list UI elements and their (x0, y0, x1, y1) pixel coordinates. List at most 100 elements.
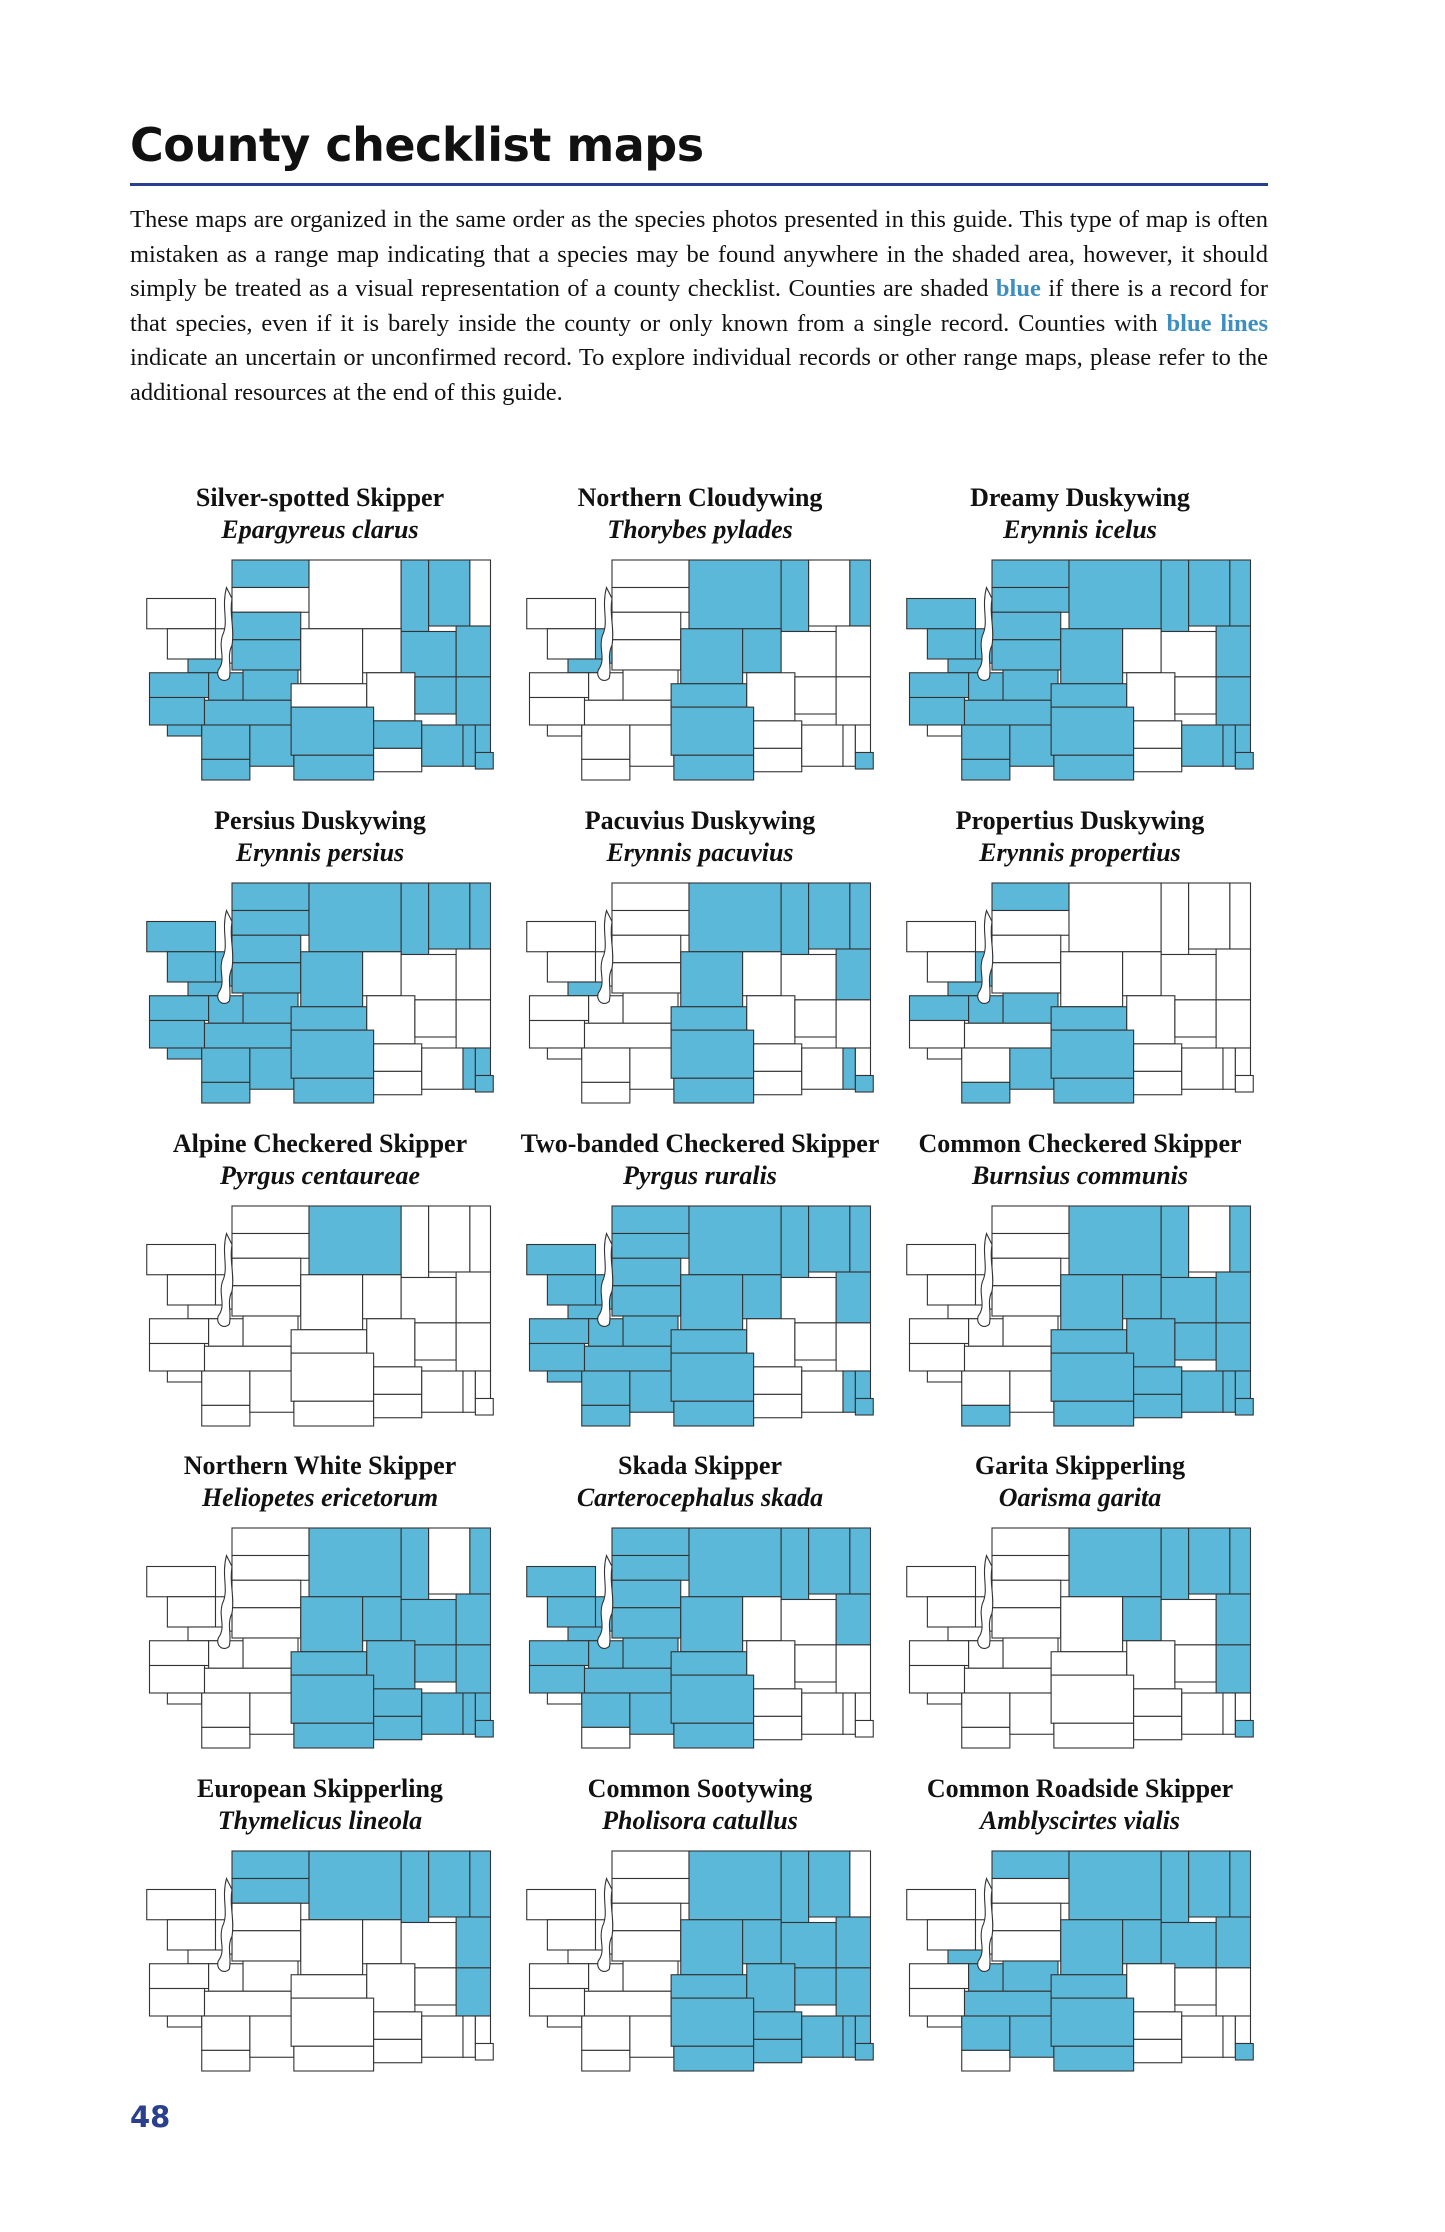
county (400, 953, 457, 1001)
county-shaded (1068, 1527, 1162, 1598)
county-shaded (249, 1047, 295, 1090)
county-shaded (1215, 625, 1252, 678)
common-name: Persius Duskywing (214, 806, 426, 835)
county (849, 1850, 872, 1918)
county (421, 1370, 464, 1413)
county (201, 1404, 251, 1427)
county (231, 1579, 302, 1609)
county-shaded (567, 658, 603, 674)
county-shaded (963, 699, 1052, 726)
county-shaded (670, 1674, 755, 1724)
county-shaded (854, 1370, 872, 1400)
county (362, 951, 402, 997)
scientific-name: Thorybes pylades (607, 515, 793, 544)
county-shaded (400, 1598, 457, 1646)
county-shaded (961, 758, 1011, 781)
county-shaded (187, 981, 223, 997)
county-shaded (611, 1607, 682, 1639)
county (961, 1370, 1011, 1406)
county (166, 628, 217, 660)
county-shaded (462, 1047, 476, 1090)
county-shaded (148, 995, 210, 1022)
county-shaded (1133, 1366, 1183, 1395)
county (963, 1022, 1052, 1049)
county-shaded (670, 1651, 748, 1676)
county (231, 586, 310, 613)
county-shaded (688, 1850, 782, 1921)
county (462, 2015, 476, 2058)
blue-lines-keyword: blue lines (1166, 309, 1268, 337)
county (1188, 1205, 1231, 1273)
county (611, 1930, 682, 1962)
county (794, 1322, 837, 1361)
county-shaded (526, 1565, 597, 1598)
county-shaded (688, 1205, 782, 1276)
county (753, 747, 803, 773)
county (166, 1274, 217, 1306)
county-shaded (849, 1205, 872, 1273)
county-map (146, 1527, 494, 1749)
county (611, 611, 682, 641)
county-shaded (1222, 1370, 1236, 1413)
common-name: Northern Cloudywing (577, 483, 823, 512)
county-shaded (231, 611, 302, 641)
county-shaded (249, 724, 295, 767)
county (428, 1205, 471, 1273)
county-shaded (1234, 1719, 1254, 1738)
county-shaded (991, 639, 1062, 671)
county-shaded (308, 1205, 402, 1276)
county-shaded (670, 1974, 748, 1999)
county (1002, 1315, 1059, 1347)
county-shaded (455, 1916, 492, 1969)
county-shaded (567, 981, 603, 997)
county (926, 1047, 963, 1060)
county (854, 724, 872, 754)
county (908, 1019, 966, 1049)
county (290, 1352, 375, 1402)
county-shaded (611, 1285, 682, 1317)
common-name: Two-banded Checkered Skipper (520, 1129, 880, 1158)
county-shaded (1229, 559, 1252, 627)
county-shaded (1009, 1047, 1055, 1090)
county-shaded (1215, 1593, 1252, 1646)
county-shaded (670, 1997, 755, 2047)
county (428, 1527, 471, 1595)
county (231, 1930, 302, 1962)
county (546, 2015, 583, 2028)
county-shaded (400, 630, 457, 678)
common-name: Dreamy Duskywing (970, 483, 1190, 512)
county-shaded (455, 1644, 492, 1694)
county-shaded (462, 1692, 476, 1735)
county-shaded (1002, 992, 1059, 1024)
county (1133, 1043, 1183, 1072)
county (753, 1393, 803, 1419)
county-shaded (1050, 706, 1135, 756)
county-shaded (673, 754, 755, 781)
county (528, 1019, 586, 1049)
county-shaded (780, 882, 810, 956)
county (455, 1322, 492, 1372)
county-shaded (1050, 1029, 1135, 1079)
county (611, 1877, 690, 1904)
county-shaded (1160, 1527, 1190, 1601)
county (293, 2045, 375, 2072)
county (300, 628, 364, 685)
county (611, 882, 690, 912)
county (201, 2049, 251, 2072)
county (1133, 1070, 1183, 1096)
county-shaded (1060, 1274, 1124, 1331)
county-shaded (526, 1243, 597, 1276)
county (231, 1902, 302, 1932)
county (1215, 999, 1252, 1049)
county (629, 724, 675, 767)
county-shaded (308, 1850, 402, 1921)
blue-keyword: blue (995, 275, 1041, 303)
county-shaded (611, 1232, 690, 1259)
county (1009, 1370, 1055, 1413)
scientific-name: Erynnis persius (235, 838, 405, 867)
county-shaded (753, 2011, 803, 2040)
county-map (906, 882, 1254, 1104)
county (469, 1205, 492, 1273)
county-shaded (808, 882, 851, 950)
county-shaded (1050, 1006, 1128, 1031)
